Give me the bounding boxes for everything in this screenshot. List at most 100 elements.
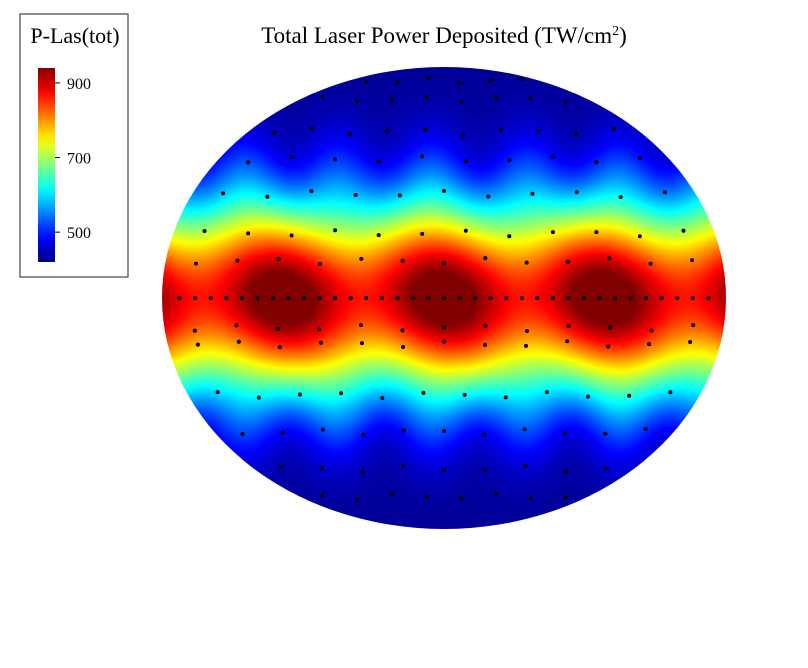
beam-marker — [401, 345, 405, 349]
beam-marker — [566, 324, 571, 329]
beam-marker — [236, 339, 241, 344]
beam-marker — [240, 432, 245, 436]
beam-marker — [613, 296, 618, 300]
beam-marker — [442, 296, 446, 300]
beam-marker — [297, 392, 302, 397]
beam-marker — [519, 296, 524, 300]
beam-marker — [524, 343, 528, 348]
beam-marker — [675, 296, 680, 300]
beam-marker — [361, 432, 366, 437]
beam-marker — [482, 432, 487, 437]
beam-marker — [272, 130, 276, 135]
beam-marker — [389, 97, 394, 102]
beam-marker — [193, 296, 198, 300]
beam-marker — [318, 340, 323, 345]
beam-marker — [442, 339, 446, 344]
beam-marker — [460, 132, 465, 137]
colorbar-legend: P-Las(tot) 900 700 500 — [19, 13, 129, 278]
beam-marker — [400, 258, 405, 263]
beam-marker — [221, 191, 226, 196]
beam-marker — [507, 234, 512, 239]
beam-marker — [574, 190, 579, 194]
beam-marker — [564, 469, 568, 474]
beam-marker — [442, 429, 446, 433]
beam-marker — [706, 296, 711, 300]
beam-marker — [463, 159, 468, 164]
beam-marker — [690, 258, 694, 263]
beam-marker — [524, 260, 529, 265]
beam-marker — [401, 428, 406, 433]
beam-marker — [202, 229, 207, 233]
beam-marker — [424, 94, 429, 99]
beam-marker — [194, 261, 198, 266]
beam-marker — [488, 78, 493, 83]
colorbar-tick-label: 500 — [67, 225, 91, 242]
beam-marker — [473, 296, 478, 300]
beam-marker — [277, 345, 282, 350]
beam-marker — [566, 296, 571, 300]
beam-marker — [276, 327, 280, 331]
beam-marker — [550, 230, 555, 235]
beam-marker — [607, 256, 612, 261]
beam-marker — [483, 324, 488, 328]
beam-marker — [648, 261, 653, 266]
beam-marker — [522, 427, 527, 432]
beam-marker — [627, 393, 632, 398]
beam-marker — [320, 94, 325, 99]
beam-marker — [376, 233, 381, 238]
beam-marker — [504, 296, 509, 300]
beam-marker — [528, 496, 533, 501]
beam-marker — [503, 395, 508, 400]
beam-marker — [659, 296, 664, 300]
beam-marker — [426, 296, 431, 300]
beam-marker — [400, 328, 405, 333]
beam-marker — [459, 496, 464, 501]
beam-marker — [309, 126, 314, 131]
beam-marker — [321, 427, 326, 432]
beam-marker — [488, 296, 493, 300]
beam-marker — [280, 430, 285, 435]
beam-marker — [483, 256, 488, 261]
beam-marker — [401, 464, 406, 469]
beam-marker — [535, 296, 540, 300]
beam-marker — [528, 96, 533, 101]
beam-marker — [644, 296, 649, 300]
beam-marker — [442, 468, 446, 472]
legend-title: P-Las(tot) — [30, 23, 119, 48]
beam-marker — [463, 228, 468, 233]
beam-marker — [239, 296, 244, 300]
beam-marker — [523, 464, 528, 468]
beam-marker — [668, 390, 673, 395]
beam-marker — [215, 390, 220, 395]
beam-marker — [355, 99, 360, 104]
beam-marker — [442, 189, 446, 194]
beam-marker — [612, 126, 616, 131]
beam-marker — [643, 427, 648, 431]
beam-marker — [594, 160, 599, 165]
beam-marker — [347, 132, 352, 137]
beam-marker — [360, 341, 364, 346]
beam-marker — [688, 340, 693, 344]
beam-marker — [649, 328, 654, 333]
colorbar-tick-label: 700 — [67, 151, 91, 168]
beam-marker — [424, 494, 429, 499]
beam-marker — [353, 193, 358, 197]
beam-marker — [604, 466, 609, 471]
beam-marker — [628, 296, 633, 300]
beam-marker — [234, 323, 239, 328]
beam-marker — [563, 495, 568, 500]
beam-marker — [647, 342, 652, 347]
beam-marker — [364, 296, 369, 300]
beam-marker — [494, 95, 499, 100]
beam-marker — [519, 77, 524, 82]
colorbar-ticks: 900 700 500 — [55, 76, 91, 242]
beam-marker — [606, 344, 611, 349]
beam-marker — [544, 390, 549, 395]
beam-marker — [339, 391, 344, 396]
beam-marker — [395, 80, 400, 85]
beam-marker — [608, 325, 612, 330]
beam-marker — [256, 395, 261, 400]
beam-marker — [208, 296, 213, 300]
beam-marker — [270, 296, 275, 300]
